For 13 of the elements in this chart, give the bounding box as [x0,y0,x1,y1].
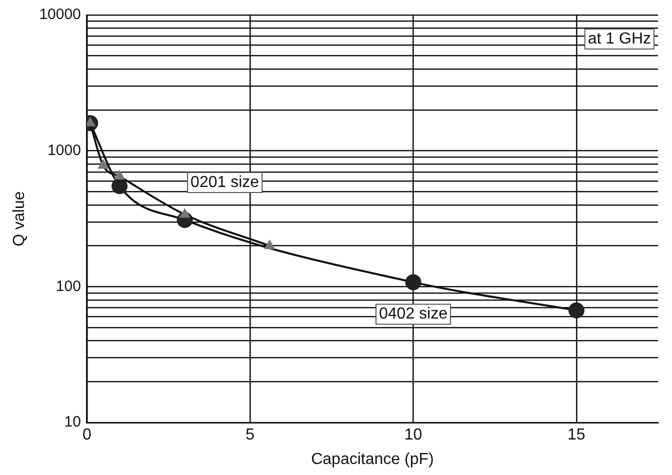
x-tick-label: 10 [404,426,422,444]
series-label: 0201 size [190,174,260,191]
x-axis-title: Capacitance (pF) [311,450,434,468]
x-tick-label: 0 [82,426,92,444]
y-axis-title: Q value [11,191,28,246]
x-tick-label: 15 [568,426,586,444]
y-tick-label: 100 [56,278,81,295]
annotation: at 1 GHz [588,30,652,48]
x-tick-label: 5 [246,426,255,444]
y-tick-label: 10 [64,414,81,431]
series-label: 0402 size [379,306,448,323]
y-tick-label: 10000 [39,6,81,24]
y-tick-label: 1000 [48,142,81,160]
